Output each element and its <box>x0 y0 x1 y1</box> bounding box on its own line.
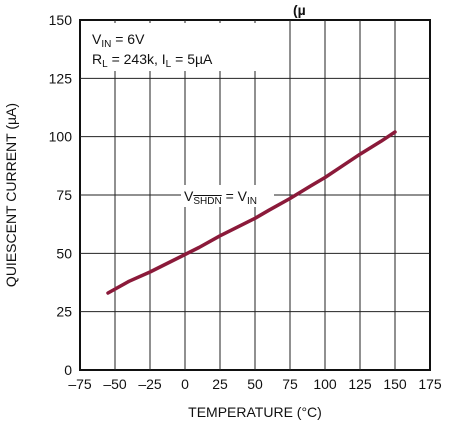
x-tick-label: 25 <box>212 376 228 392</box>
series-line <box>106 130 397 295</box>
y-axis-title: QUIESCENT CURRENT (µA) <box>3 103 19 287</box>
y-tick-label: 25 <box>56 304 72 320</box>
y-tick-label: 0 <box>64 362 72 378</box>
x-tick-label: 125 <box>348 376 372 392</box>
curve-label-background <box>181 185 274 207</box>
y-tick-labels: 0 25 50 75 100 125 150 <box>49 12 73 378</box>
y-tick-label: 75 <box>56 187 72 203</box>
x-tick-label: 50 <box>247 376 263 392</box>
x-tick-label: 0 <box>181 376 189 392</box>
x-tick-label: 100 <box>313 376 337 392</box>
x-tick-label: –25 <box>138 376 162 392</box>
y-tick-label: 150 <box>49 12 73 28</box>
y-tick-label: 125 <box>49 70 73 86</box>
conditions-label-background <box>83 23 261 71</box>
y-tick-label: 100 <box>49 129 73 145</box>
series-group <box>106 130 397 295</box>
conditions-line-1: VIN = 6V <box>92 31 145 50</box>
y-tick-label: 50 <box>56 245 72 261</box>
chart-title-fragment: (µ <box>293 2 306 18</box>
x-tick-label: 150 <box>383 376 407 392</box>
x-tick-label: –75 <box>68 376 92 392</box>
x-tick-labels: –75 –50 –25 0 25 50 75 100 125 150 175 <box>68 376 442 392</box>
curve-label: VSHDN = VIN <box>184 188 257 207</box>
x-tick-label: 75 <box>282 376 298 392</box>
x-tick-label: 175 <box>418 376 442 392</box>
x-tick-label: –50 <box>103 376 127 392</box>
conditions-line-2: RL = 243k, IL = 5µA <box>92 51 213 70</box>
x-axis-title: TEMPERATURE (°C) <box>188 404 322 420</box>
